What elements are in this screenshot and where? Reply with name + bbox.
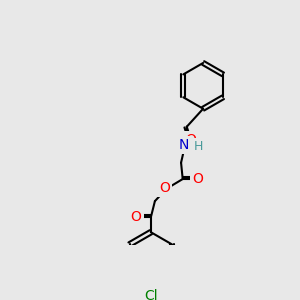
Text: O: O bbox=[159, 181, 170, 195]
Text: O: O bbox=[192, 172, 203, 186]
Text: O: O bbox=[185, 133, 196, 147]
Text: Cl: Cl bbox=[144, 289, 158, 300]
Text: O: O bbox=[131, 211, 142, 224]
Text: H: H bbox=[194, 140, 203, 153]
Text: N: N bbox=[178, 138, 189, 152]
